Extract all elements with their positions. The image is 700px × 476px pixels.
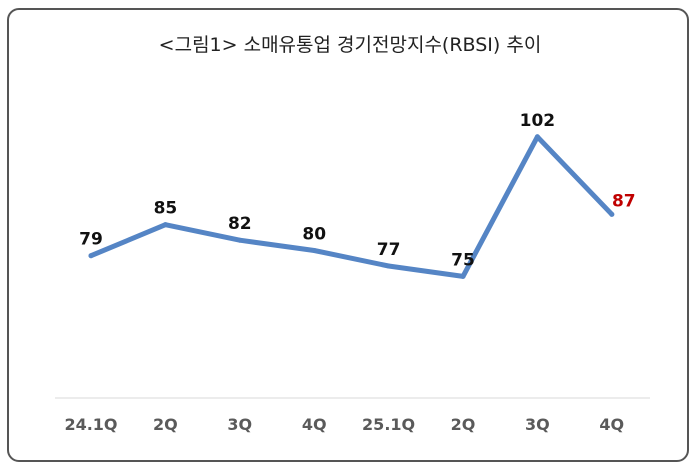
x-tick-label: 24.1Q [64, 415, 117, 434]
data-label: 77 [377, 240, 401, 260]
data-point [609, 211, 615, 217]
x-tick-label: 4Q [302, 415, 327, 434]
data-label: 82 [228, 214, 252, 234]
data-label: 75 [451, 250, 475, 270]
x-tick-label: 4Q [599, 415, 624, 434]
data-point [460, 273, 466, 279]
data-label: 87 [612, 191, 636, 211]
data-point [88, 253, 94, 259]
x-tick-label: 2Q [451, 415, 476, 434]
chart-title: <그림1> 소매유통업 경기전망지수(RBSI) 추이 [159, 34, 542, 56]
data-point [162, 222, 168, 228]
x-tick-label: 25.1Q [362, 415, 415, 434]
x-tick-label: 3Q [525, 415, 550, 434]
data-point [311, 248, 317, 254]
series-line [88, 134, 615, 279]
data-label: 102 [520, 111, 556, 131]
data-label: 80 [302, 225, 326, 245]
data-point [237, 237, 243, 243]
x-tick-label: 3Q [227, 415, 252, 434]
data-point [534, 134, 540, 140]
data-label: 79 [79, 230, 103, 250]
data-point [386, 263, 392, 269]
data-label: 85 [154, 199, 178, 219]
chart-frame [7, 8, 689, 462]
x-tick-label: 2Q [153, 415, 178, 434]
